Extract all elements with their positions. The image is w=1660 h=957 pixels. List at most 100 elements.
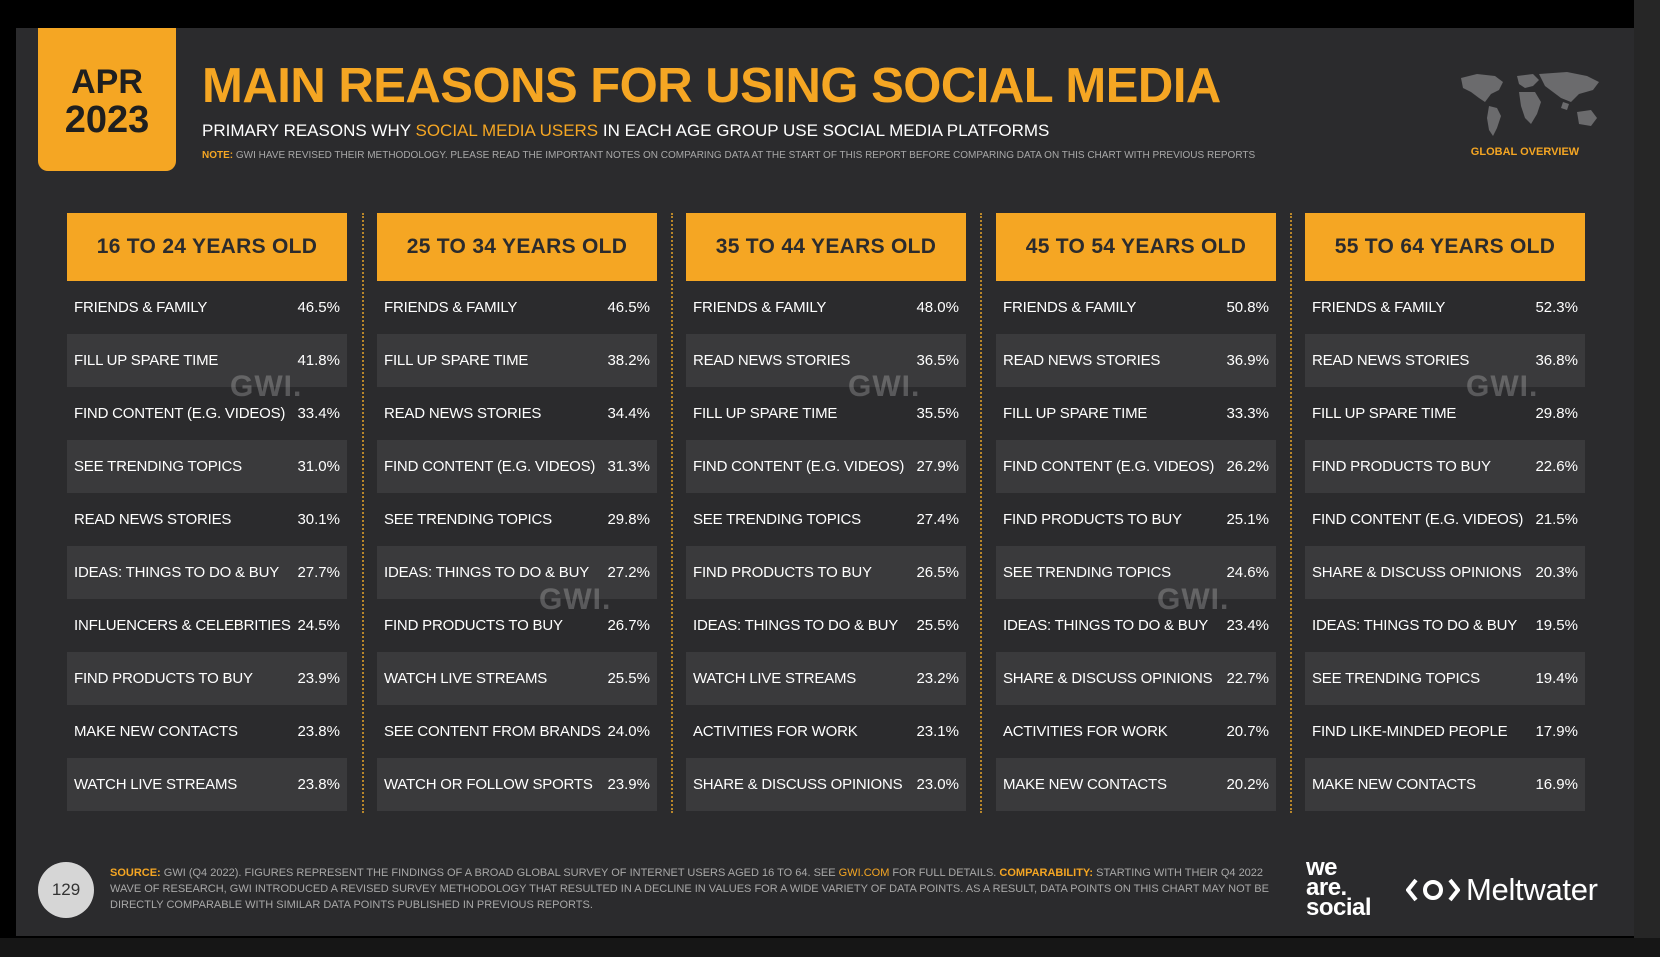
table-row: FIND PRODUCTS TO BUY 25.1% — [996, 493, 1276, 546]
row-label: SEE CONTENT FROM BRANDS — [384, 723, 601, 740]
row-value: 24.5% — [297, 617, 340, 634]
row-value: 23.2% — [916, 670, 959, 687]
global-overview-label: GLOBAL OVERVIEW — [1470, 146, 1580, 158]
table-row: WATCH LIVE STREAMS 23.8% — [67, 758, 347, 811]
row-label: FRIENDS & FAMILY — [74, 299, 208, 316]
table-row: SEE CONTENT FROM BRANDS 24.0% — [377, 705, 657, 758]
row-value: 30.1% — [297, 511, 340, 528]
row-value: 31.0% — [297, 458, 340, 475]
age-group-column: 55 TO 64 YEARS OLD FRIENDS & FAMILY 52.3% R… — [1305, 213, 1585, 811]
column-divider — [671, 213, 673, 813]
column-header: 16 TO 24 YEARS OLD — [67, 213, 347, 281]
table-row: SHARE & DISCUSS OPINIONS 20.3% — [1305, 546, 1585, 599]
row-value: 23.0% — [916, 776, 959, 793]
subtitle-before: PRIMARY REASONS WHY — [202, 121, 416, 140]
row-value: 31.3% — [607, 458, 650, 475]
row-value: 16.9% — [1535, 776, 1578, 793]
source-note: SOURCE: GWI (Q4 2022). FIGURES REPRESENT… — [110, 865, 1270, 913]
row-value: 22.6% — [1535, 458, 1578, 475]
row-value: 27.2% — [607, 564, 650, 581]
column-header: 45 TO 54 YEARS OLD — [996, 213, 1276, 281]
table-row: FILL UP SPARE TIME 29.8% — [1305, 387, 1585, 440]
table-row: FIND CONTENT (E.G. VIDEOS) 26.2% — [996, 440, 1276, 493]
row-value: 22.7% — [1226, 670, 1269, 687]
row-label: SEE TRENDING TOPICS — [693, 511, 861, 528]
date-badge: APR 2023 — [38, 28, 176, 171]
row-value: 24.6% — [1226, 564, 1269, 581]
row-label: FIND CONTENT (E.G. VIDEOS) — [1003, 458, 1215, 475]
table-row: READ NEWS STORIES 34.4% — [377, 387, 657, 440]
note-text: GWI HAVE REVISED THEIR METHODOLOGY. PLEA… — [233, 150, 1256, 161]
row-value: 26.7% — [607, 617, 650, 634]
table-row: FIND LIKE-MINDED PEOPLE 17.9% — [1305, 705, 1585, 758]
table-row: FIND PRODUCTS TO BUY 22.6% — [1305, 440, 1585, 493]
row-value: 24.0% — [607, 723, 650, 740]
we-are-social-logo: we are. social — [1306, 856, 1372, 920]
row-value: 19.4% — [1535, 670, 1578, 687]
table-row: SEE TRENDING TOPICS 31.0% — [67, 440, 347, 493]
world-map-icon — [1461, 72, 1599, 136]
row-value: 19.5% — [1535, 617, 1578, 634]
table-row: WATCH LIVE STREAMS 23.2% — [686, 652, 966, 705]
row-value: 21.5% — [1535, 511, 1578, 528]
table-row: FRIENDS & FAMILY 50.8% — [996, 281, 1276, 334]
row-label: MAKE NEW CONTACTS — [1312, 776, 1476, 793]
table-row: FRIENDS & FAMILY 52.3% — [1305, 281, 1585, 334]
column-header: 25 TO 34 YEARS OLD — [377, 213, 657, 281]
table-row: FIND PRODUCTS TO BUY 26.5% — [686, 546, 966, 599]
page-subtitle: PRIMARY REASONS WHY SOCIAL MEDIA USERS I… — [202, 121, 1049, 141]
row-label: INFLUENCERS & CELEBRITIES — [74, 617, 291, 634]
row-label: WATCH LIVE STREAMS — [384, 670, 548, 687]
table-row: FILL UP SPARE TIME 41.8% — [67, 334, 347, 387]
row-value: 25.5% — [607, 670, 650, 687]
table-row: SEE TRENDING TOPICS 19.4% — [1305, 652, 1585, 705]
row-label: FRIENDS & FAMILY — [384, 299, 518, 316]
table-row: FIND CONTENT (E.G. VIDEOS) 33.4% — [67, 387, 347, 440]
table-row: IDEAS: THINGS TO DO & BUY 19.5% — [1305, 599, 1585, 652]
source-link[interactable]: GWI.COM — [838, 867, 890, 879]
gwi-watermark: GWI. — [230, 370, 303, 403]
row-label: WATCH LIVE STREAMS — [693, 670, 857, 687]
badge-month: APR — [71, 63, 143, 101]
row-label: IDEAS: THINGS TO DO & BUY — [693, 617, 899, 634]
source-text-1: GWI (Q4 2022). FIGURES REPRESENT THE FIN… — [160, 867, 839, 879]
table-row: READ NEWS STORIES 36.5% — [686, 334, 966, 387]
row-value: 34.4% — [607, 405, 650, 422]
row-label: FIND CONTENT (E.G. VIDEOS) — [384, 458, 596, 475]
gwi-watermark: GWI. — [1466, 370, 1539, 403]
table-row: IDEAS: THINGS TO DO & BUY 25.5% — [686, 599, 966, 652]
table-row: ACTIVITIES FOR WORK 20.7% — [996, 705, 1276, 758]
table-row: SEE TRENDING TOPICS 27.4% — [686, 493, 966, 546]
gwi-watermark: GWI. — [1157, 583, 1230, 616]
row-value: 29.8% — [607, 511, 650, 528]
table-row: FILL UP SPARE TIME 38.2% — [377, 334, 657, 387]
row-value: 23.9% — [607, 776, 650, 793]
age-group-column: 35 TO 44 YEARS OLD FRIENDS & FAMILY 48.0% R… — [686, 213, 966, 811]
row-label: MAKE NEW CONTACTS — [1003, 776, 1167, 793]
meltwater-wordmark: Meltwater — [1466, 872, 1598, 907]
gwi-watermark: GWI. — [848, 370, 921, 403]
table-row: SHARE & DISCUSS OPINIONS 23.0% — [686, 758, 966, 811]
column-divider — [980, 213, 982, 813]
row-value: 23.8% — [297, 723, 340, 740]
table-row: READ NEWS STORIES 30.1% — [67, 493, 347, 546]
table-row: ACTIVITIES FOR WORK 23.1% — [686, 705, 966, 758]
row-label: FILL UP SPARE TIME — [693, 405, 838, 422]
row-value: 36.5% — [916, 352, 959, 369]
row-label: FRIENDS & FAMILY — [693, 299, 827, 316]
source-label: SOURCE: — [110, 867, 161, 879]
row-value: 27.7% — [297, 564, 340, 581]
table-row: FIND PRODUCTS TO BUY 23.9% — [67, 652, 347, 705]
row-value: 23.1% — [916, 723, 959, 740]
row-value: 36.8% — [1535, 352, 1578, 369]
table-row: FIND CONTENT (E.G. VIDEOS) 27.9% — [686, 440, 966, 493]
row-value: 36.9% — [1226, 352, 1269, 369]
row-value: 29.8% — [1535, 405, 1578, 422]
methodology-note: NOTE: GWI HAVE REVISED THEIR METHODOLOGY… — [202, 150, 1255, 161]
table-row: FIND CONTENT (E.G. VIDEOS) 31.3% — [377, 440, 657, 493]
row-label: MAKE NEW CONTACTS — [74, 723, 238, 740]
table-row: SEE TRENDING TOPICS 29.8% — [377, 493, 657, 546]
table-row: MAKE NEW CONTACTS 23.8% — [67, 705, 347, 758]
page-title: MAIN REASONS FOR USING SOCIAL MEDIA — [202, 59, 1221, 113]
age-group-table: 16 TO 24 YEARS OLD FRIENDS & FAMILY 46.5% F… — [67, 213, 1587, 813]
